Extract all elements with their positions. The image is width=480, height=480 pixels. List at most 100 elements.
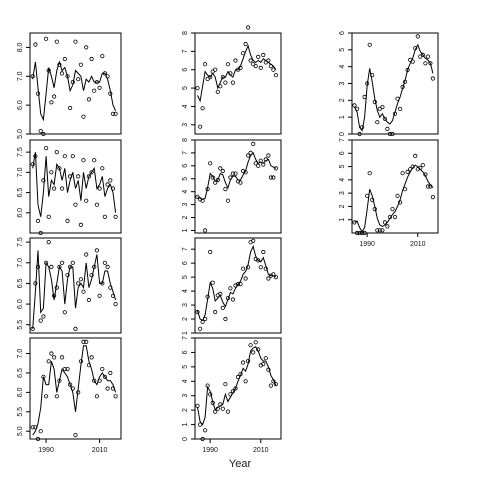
data-point: [413, 46, 418, 51]
data-point: [41, 131, 46, 137]
data-point: [76, 390, 81, 395]
y-tick-label: 4: [182, 379, 189, 383]
data-point: [233, 58, 238, 63]
y-tick-label: 6: [182, 350, 189, 354]
y-tick-label: 5.0: [17, 129, 24, 139]
data-point: [218, 291, 223, 296]
data-point: [62, 310, 67, 315]
data-point: [387, 131, 392, 137]
data-point: [430, 195, 435, 200]
panel-frame: [194, 139, 282, 234]
data-point: [370, 73, 375, 78]
data-point: [97, 378, 102, 383]
data-point: [420, 163, 425, 168]
data-point: [248, 58, 253, 63]
data-point: [65, 273, 70, 278]
y-tick-label: 2: [182, 317, 189, 321]
data-point: [84, 339, 89, 344]
data-point: [208, 249, 213, 255]
data-point: [213, 180, 218, 185]
data-point: [113, 214, 118, 219]
data-point: [100, 281, 105, 286]
data-point: [390, 207, 395, 212]
data-point: [397, 200, 403, 205]
panel-frame: [351, 32, 439, 135]
data-point: [218, 402, 223, 407]
data-point: [266, 276, 271, 281]
y-tick-label: 7.0: [17, 258, 24, 268]
data-point: [428, 61, 433, 66]
data-point: [395, 193, 400, 198]
panel-6: 1 2 3 4 5 6 7 1990 2010: [339, 138, 439, 248]
data-point: [81, 158, 86, 163]
data-point: [230, 171, 235, 176]
data-point: [73, 432, 78, 438]
y-tick-label: 2: [182, 408, 189, 412]
y-tick-label: 5: [182, 275, 189, 279]
y-tick-label: 6: [339, 31, 346, 35]
data-point: [208, 161, 213, 166]
y-tick-label: 2: [182, 215, 189, 219]
data-point: [225, 295, 230, 301]
data-point: [428, 184, 433, 189]
data-point: [256, 163, 261, 168]
data-point: [76, 174, 81, 179]
data-point: [51, 355, 57, 360]
data-point: [354, 230, 360, 236]
data-point: [273, 73, 278, 78]
data-point: [81, 114, 86, 119]
data-point: [59, 355, 65, 360]
series-line: [32, 60, 117, 122]
series-line: [197, 44, 277, 103]
data-point: [253, 161, 258, 166]
y-tick-label: 5.5: [17, 407, 24, 417]
y-tick-label: 7: [182, 247, 189, 251]
data-point: [266, 153, 271, 158]
data-point: [78, 62, 84, 67]
panel-5: 1 2 3 4 5 6 7 8: [182, 138, 282, 234]
data-point: [273, 382, 278, 387]
data-point: [208, 392, 213, 397]
data-point: [102, 260, 108, 265]
data-point: [195, 194, 200, 199]
data-point: [415, 34, 420, 39]
y-tick-label: 7: [339, 138, 346, 142]
data-point: [46, 68, 51, 73]
data-point: [410, 59, 415, 64]
data-point: [200, 436, 205, 442]
data-point: [228, 71, 233, 76]
data-point: [54, 285, 59, 290]
data-point: [354, 106, 360, 111]
data-point: [405, 169, 410, 174]
data-point: [49, 100, 54, 105]
data-point: [228, 392, 233, 397]
data-point: [86, 97, 92, 102]
data-point: [430, 76, 435, 81]
data-point: [223, 382, 228, 387]
data-point: [97, 186, 102, 191]
data-point: [362, 94, 367, 100]
data-point: [73, 202, 78, 207]
data-point: [402, 187, 408, 192]
data-point: [220, 406, 225, 411]
data-point: [382, 116, 387, 121]
data-point: [73, 39, 78, 44]
panel-frame: [29, 337, 122, 440]
y-tick-label: 3: [182, 303, 189, 307]
y-tick-label: 7.5: [17, 147, 24, 157]
data-point: [30, 162, 35, 167]
data-point: [81, 339, 86, 344]
y-tick-label: 6.0: [17, 387, 24, 397]
data-point: [54, 394, 59, 399]
y-tick-label: 6: [339, 151, 346, 155]
data-point: [223, 187, 228, 192]
data-point: [35, 91, 41, 96]
data-point: [266, 58, 271, 63]
data-point: [195, 403, 200, 408]
data-point: [65, 218, 70, 223]
data-point: [41, 314, 46, 319]
data-point: [233, 386, 238, 391]
data-point: [38, 230, 43, 236]
data-point: [97, 85, 102, 90]
series-line: [32, 250, 117, 329]
